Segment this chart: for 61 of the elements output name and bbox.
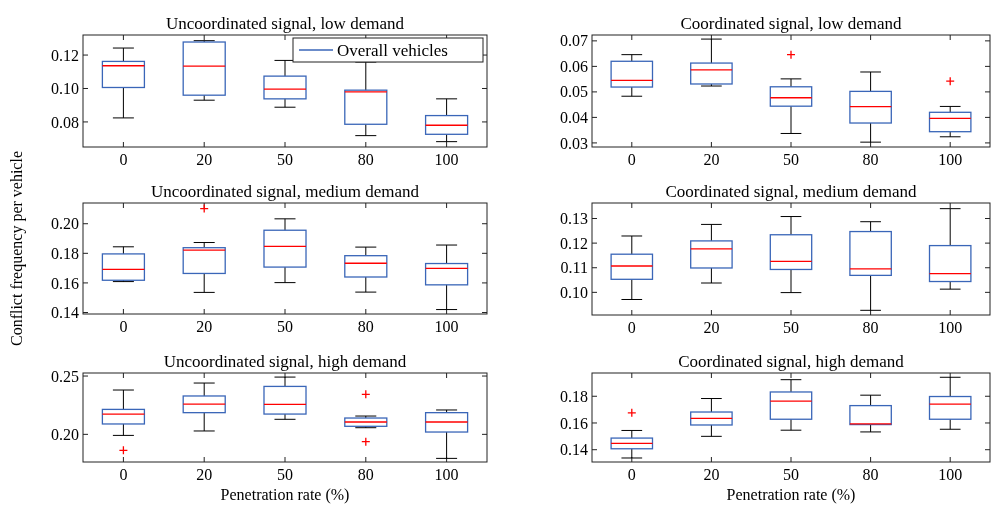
y-tick-label: 0.12 — [560, 234, 588, 252]
x-tick-label: 0 — [119, 318, 128, 335]
y-tick-label: 0.12 — [51, 46, 79, 64]
y-tick-label: 0.14 — [560, 441, 588, 459]
x-tick-label: 100 — [434, 466, 459, 483]
x-tick-label: 50 — [277, 318, 293, 335]
chart-title: Uncoordinated signal, medium demand — [150, 182, 420, 201]
x-tick-label: 20 — [196, 151, 213, 168]
y-tick-label: 0.10 — [560, 283, 588, 301]
y-tick-label: 0.18 — [51, 244, 79, 262]
x-tick-label: 50 — [783, 319, 799, 336]
x-tick-label: 50 — [277, 151, 293, 168]
x-tick-label: 100 — [434, 318, 459, 335]
x-tick-label: 50 — [783, 151, 799, 168]
y-tick-label: 0.07 — [560, 32, 588, 50]
x-tick-label: 50 — [783, 466, 799, 483]
y-tick-label: 0.05 — [560, 83, 588, 101]
y-tick-label: 0.16 — [560, 414, 588, 432]
y-axis-title: Conflict frequency per vehicle — [8, 150, 26, 347]
y-tick-label: 0.20 — [51, 425, 79, 443]
x-tick-label: 20 — [196, 318, 213, 335]
chart-title: Coordinated signal, medium demand — [665, 182, 918, 201]
x-tick-label: 20 — [196, 466, 213, 483]
x-tick-label: 0 — [627, 319, 636, 336]
y-tick-label: 0.20 — [51, 215, 79, 233]
chart-title: Uncoordinated signal, high demand — [163, 352, 407, 371]
x-tick-label: 80 — [862, 151, 879, 168]
x-tick-label: 100 — [434, 151, 459, 168]
y-tick-label: 0.10 — [51, 80, 79, 98]
y-tick-label: 0.16 — [51, 274, 79, 292]
legend-label: Overall vehicles — [337, 40, 448, 60]
y-tick-label: 0.03 — [560, 134, 588, 152]
y-tick-label: 0.25 — [51, 367, 79, 385]
chart-title: Coordinated signal, low demand — [680, 14, 902, 33]
y-tick-label: 0.11 — [560, 259, 588, 277]
y-tick-label: 0.04 — [560, 109, 588, 127]
x-tick-label: 20 — [703, 466, 720, 483]
x-tick-label: 0 — [627, 151, 636, 168]
y-tick-label: 0.13 — [560, 210, 588, 228]
x-tick-label: 0 — [119, 466, 128, 483]
chart-title: Coordinated signal, high demand — [678, 352, 905, 371]
x-tick-label: 0 — [627, 466, 636, 483]
x-tick-label: 80 — [357, 318, 374, 335]
x-axis-title: Penetration rate (%) — [220, 486, 350, 504]
x-tick-label: 80 — [357, 466, 374, 483]
x-tick-label: 80 — [862, 466, 879, 483]
x-tick-label: 50 — [277, 466, 293, 483]
x-tick-label: 80 — [357, 151, 374, 168]
x-tick-label: 100 — [938, 151, 963, 168]
x-tick-label: 0 — [119, 151, 128, 168]
x-axis-title: Penetration rate (%) — [726, 486, 856, 504]
y-tick-label: 0.14 — [51, 304, 79, 322]
x-tick-label: 80 — [862, 319, 879, 336]
x-tick-label: 100 — [938, 319, 963, 336]
x-tick-label: 20 — [703, 319, 720, 336]
x-tick-label: 100 — [938, 466, 963, 483]
chart-title: Uncoordinated signal, low demand — [166, 14, 405, 33]
y-tick-label: 0.06 — [560, 57, 588, 75]
x-tick-label: 20 — [703, 151, 720, 168]
y-tick-label: 0.18 — [560, 387, 588, 405]
y-tick-label: 0.08 — [51, 113, 79, 131]
